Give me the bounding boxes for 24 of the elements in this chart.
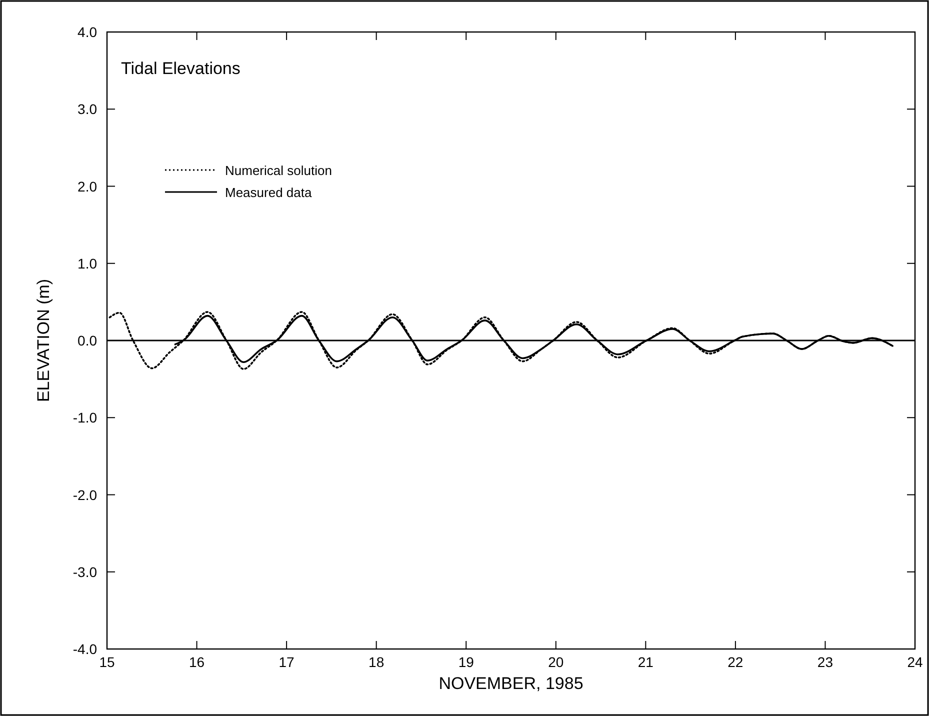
y-tick-label: -2.0 [72,486,98,503]
x-tick-label: 17 [278,654,295,670]
legend-label: Numerical solution [225,163,332,178]
x-tick-label: 19 [458,654,474,670]
x-tick-label: 20 [548,654,564,670]
y-tick-label: 2.0 [78,178,98,194]
y-tick-label: 3.0 [78,101,98,118]
y-tick-label: 0.0 [78,332,98,348]
y-tick-label: 1.0 [78,255,98,272]
x-tick-label: 21 [638,654,654,670]
legend-label: Measured data [225,185,312,200]
x-axis-title: NOVEMBER, 1985 [438,674,584,693]
y-tick-label: -4.0 [72,641,98,657]
y-tick-label: -3.0 [72,564,98,580]
y-tick-label: 4.0 [78,24,98,40]
text: Tidal Elevations [121,59,240,78]
x-tick-label: 22 [728,654,744,670]
x-tick-label: 16 [188,654,205,670]
x-tick-label: 15 [99,654,115,670]
x-tick-label: 18 [368,654,384,670]
y-tick-label: -1.0 [72,410,98,426]
x-tick-label: 23 [817,654,834,670]
x-tick-label: 24 [907,654,923,670]
y-axis-title: ELEVATION (m) [34,278,53,402]
